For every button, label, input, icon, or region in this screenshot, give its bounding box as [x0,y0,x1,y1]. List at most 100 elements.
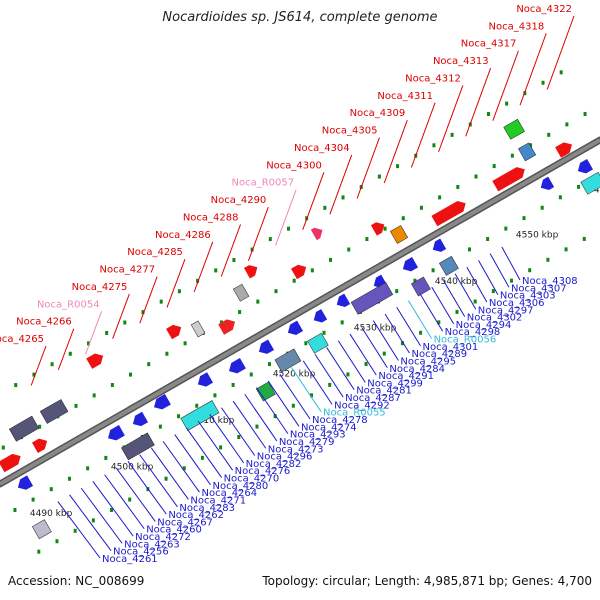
tick-mark [231,382,235,387]
upper-gene-arrow [31,438,48,454]
lower-gene-box [274,348,302,373]
lower-gene-arrow [258,339,275,354]
tick-mark [473,299,477,304]
upper-gene-arrow-shape [370,222,385,236]
upper-gene-arrow-shape [310,227,323,241]
tick-mark [129,372,133,377]
upper-gene-label: Noca_R0054 [37,299,100,310]
upper-gene-box [518,142,537,162]
tick-mark [382,351,386,356]
lower-leader-line [221,407,256,456]
tick-mark [304,341,308,346]
upper-gene-arrow [370,222,385,236]
tick-mark [237,435,241,440]
ruler-label: 4520 kbp [273,370,316,380]
lower-gene-box [580,171,600,195]
lower-leader-line [127,461,167,515]
lower-gene-label: Noca_4283 [179,503,235,514]
lower-leader-line [501,246,521,281]
lower-gene-arrow [197,372,214,387]
lower-leader-line [419,293,444,332]
upper-leader-line [302,172,325,230]
lower-gene-label: Noca_R0055 [323,408,386,419]
tick-mark [219,320,223,325]
lower-gene-arrow-shape [577,158,594,174]
tick-mark [200,455,204,460]
lower-leader-line [256,387,289,434]
lower-gene-label: Noca_4298 [445,327,501,338]
tick-mark [268,237,272,242]
lower-gene-arrow [313,309,328,323]
tick-mark [510,278,514,283]
lower-gene-label: Noca_4287 [345,393,401,404]
lower-gene-arrow [154,394,171,410]
tick-mark [158,424,162,429]
tick-mark [347,247,351,252]
tick-mark [346,372,350,377]
upper-gene-label: Noca_4290 [211,195,267,206]
lower-leader-line [244,394,278,442]
lower-gene-arrow-shape [17,475,34,490]
tick-mark [450,132,454,137]
lower-leader-line [174,434,211,486]
tick-mark [329,257,333,262]
ruler-label: 4560 kbp [594,186,600,196]
tick-mark [328,382,332,387]
tick-mark [141,310,145,315]
tick-mark [492,164,496,169]
lower-gene-arrow [287,320,304,335]
tick-mark [273,414,277,419]
tick-mark [396,164,400,169]
lower-leader-line [69,494,112,551]
upper-leader-line [85,311,103,355]
tick-mark [38,424,42,429]
lower-leader-line [431,286,455,325]
lower-gene-box [439,255,459,276]
lower-gene-label: Noca_4307 [511,283,567,294]
upper-leader-line [546,15,575,90]
upper-gene-arrow-shape [492,167,525,192]
upper-gene-label: Noca_4304 [294,143,350,154]
lower-leader-line [361,327,388,369]
upper-gene-arrow-shape [0,453,21,473]
tick-mark [486,236,490,241]
upper-gene-label: Noca_4288 [183,212,239,223]
upper-gene-box [390,225,409,244]
tick-mark [213,393,217,398]
upper-leader-line [220,224,241,277]
tick-mark [583,111,587,116]
upper-leader-line [329,154,353,215]
upper-gene-arrow-shape [166,324,182,340]
upper-gene-label: Noca_4318 [489,21,545,32]
lower-gene-box [121,432,155,461]
lower-leader-line [197,420,234,471]
tick-mark [582,236,586,241]
tick-mark [183,341,187,346]
lower-gene-label: Noca_4272 [135,532,191,543]
tick-mark [1,445,5,450]
tick-mark [546,257,550,262]
tick-mark [577,184,581,189]
tick-mark [522,216,526,221]
tick-mark [528,268,532,273]
upper-gene-label: Noca_4300 [266,160,322,171]
tick-mark [291,403,295,408]
lower-leader-line [291,367,322,412]
lower-gene-label: Noca_4260 [146,525,202,536]
tick-mark [558,195,562,200]
tick-mark [238,310,242,315]
upper-gene-arrow [555,142,572,158]
lower-gene-label: Noca_4292 [334,400,390,411]
lower-gene-arrow-shape [287,320,304,335]
lower-gene-label: Noca_4281 [356,386,412,397]
lower-gene-arrow [17,475,34,490]
tick-mark [159,299,163,304]
tick-mark [340,320,344,325]
lower-leader-line [209,414,245,464]
accession-text: Accession: NC_008699 [8,574,145,588]
tick-mark [559,70,563,75]
tick-mark [86,341,90,346]
lower-gene-arrow-shape [197,372,214,387]
lower-gene-arrow-shape [402,256,419,272]
